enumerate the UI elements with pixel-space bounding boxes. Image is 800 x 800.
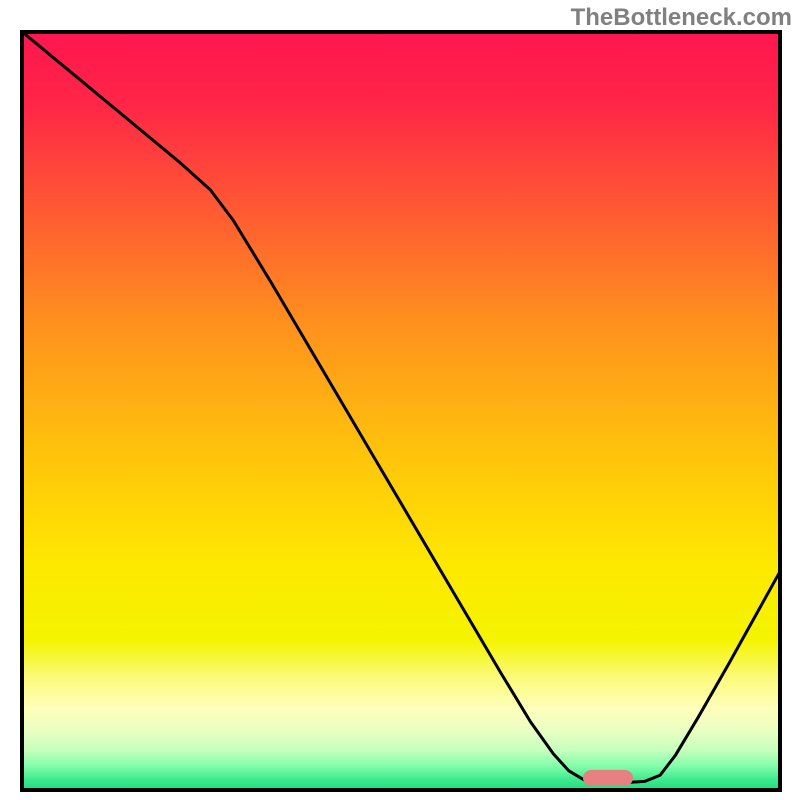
- plot-area: [20, 30, 782, 792]
- chart-container: TheBottleneck.com: [0, 0, 800, 800]
- curve-svg: [20, 30, 782, 792]
- curve-path: [20, 30, 782, 783]
- minimum-marker: [583, 770, 633, 786]
- watermark-text: TheBottleneck.com: [571, 4, 792, 32]
